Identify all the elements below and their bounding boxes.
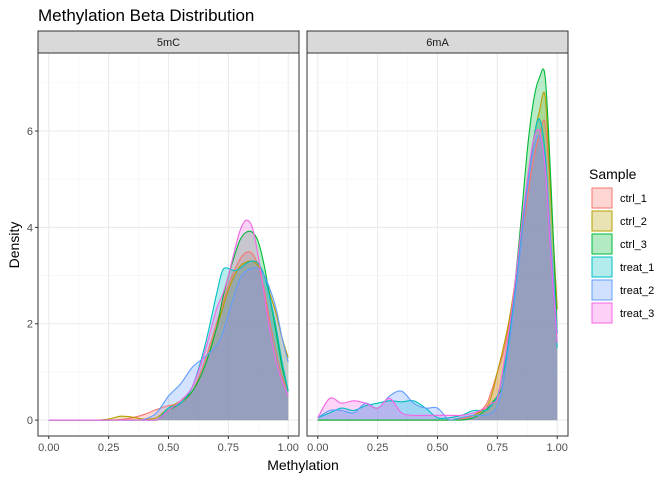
density-area-ctrl_2 (317, 92, 558, 421)
legend-item-ctrl_3: ctrl_3 (591, 233, 647, 255)
density-area-treat_2 (317, 135, 558, 421)
legend-key-swatch (591, 279, 613, 301)
density-area-ctrl_1 (48, 251, 289, 421)
legend-label: ctrl_1 (620, 193, 647, 205)
legend-label: treat_1 (620, 262, 654, 274)
x-tick-label: 0.75 (487, 442, 508, 454)
legend-label: ctrl_2 (620, 216, 647, 228)
facet-panel-6mA: 6mA 0.00 0.25 0.50 0.75 1.00 (306, 30, 569, 454)
facet-strip (306, 30, 569, 54)
x-tick-label: 1.00 (547, 442, 568, 454)
density-line-treat_2 (317, 134, 558, 421)
legend-key-background (591, 302, 612, 323)
legend-key-background (591, 256, 612, 277)
y-tick-label: 2 (27, 319, 33, 331)
legend-key-swatch (591, 233, 613, 255)
legend-key-swatch (591, 187, 613, 209)
x-tick-label: 0.00 (38, 442, 59, 454)
legend-key-swatch (591, 256, 613, 278)
legend-label: treat_3 (620, 308, 654, 320)
x-tick-label: 0.25 (98, 442, 119, 454)
legend: ctrl_1 ctrl_2 ctrl_3 treat_1 treat_2 treat_3 (591, 187, 654, 324)
facet-strip-label: 5mC (157, 37, 180, 49)
legend-key-background (591, 279, 612, 300)
density-area-treat_2 (48, 267, 289, 421)
x-tick-label: 0.50 (427, 442, 448, 454)
x-tick-label: 0.25 (367, 442, 388, 454)
legend-item-ctrl_1: ctrl_1 (591, 187, 647, 209)
legend-label: ctrl_3 (620, 239, 647, 251)
legend-item-treat_2: treat_2 (591, 279, 654, 301)
y-axis-label: Density (6, 222, 22, 269)
density-area-ctrl_1 (317, 120, 558, 421)
density-area-ctrl_2 (48, 260, 289, 421)
y-tick-label: 4 (27, 222, 33, 234)
y-tick-label: 0 (27, 415, 33, 427)
x-tick-label: 0.75 (218, 442, 239, 454)
legend-key-background (591, 187, 612, 208)
density-area-treat_1 (48, 261, 289, 421)
y-tick-label: 6 (27, 126, 33, 138)
facet-strip-label: 6mA (426, 37, 449, 49)
density-area-ctrl_3 (48, 231, 289, 421)
legend-item-treat_3: treat_3 (591, 302, 654, 324)
legend-key-background (591, 233, 612, 254)
x-tick-label: 0.50 (158, 442, 179, 454)
facet-panel-5mC: 5mC 0.00 0.25 0.50 0.75 1.00 0 2 4 6 (27, 30, 300, 454)
legend-title: Sample (589, 166, 637, 182)
x-axis-label: Methylation (267, 457, 339, 473)
density-area-treat_3 (48, 220, 289, 421)
legend-key-swatch (591, 210, 613, 232)
legend-item-treat_1: treat_1 (591, 256, 654, 278)
density-line-treat_3 (317, 128, 558, 418)
legend-label: treat_2 (620, 285, 654, 297)
legend-key-swatch (591, 302, 613, 324)
density-line-treat_3 (48, 219, 289, 421)
chart-title: Methylation Beta Distribution (38, 6, 254, 25)
facet-strip (37, 30, 300, 54)
x-tick-label: 1.00 (278, 442, 299, 454)
legend-item-ctrl_2: ctrl_2 (591, 210, 647, 232)
x-tick-label: 0.00 (307, 442, 328, 454)
legend-key-background (591, 210, 612, 231)
